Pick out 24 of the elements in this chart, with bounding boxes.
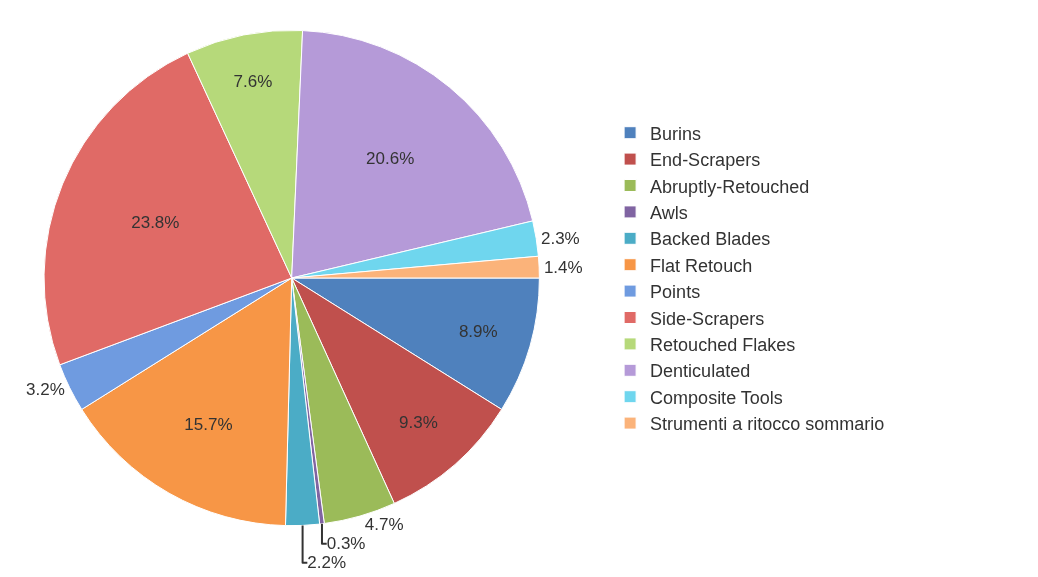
data-label: 1.4%: [543, 257, 583, 277]
legend-label: Strumenti a ritocco sommario: [650, 414, 885, 435]
legend-label: Abruptly-Retouched: [650, 176, 810, 197]
legend-label: Side-Scrapers: [650, 308, 765, 329]
legend-label: Backed Blades: [650, 229, 771, 250]
legend-label: Retouched Flakes: [650, 334, 796, 355]
data-label: 7.6%: [233, 71, 273, 91]
legend-label: End-Scrapers: [650, 150, 761, 171]
data-label: 2.2%: [307, 553, 347, 573]
data-label: 9.3%: [399, 413, 438, 433]
data-label: 2.3%: [540, 228, 580, 248]
legend-label: Flat Retouch: [650, 255, 753, 276]
data-label: 8.9%: [458, 322, 498, 342]
data-label: 23.8%: [131, 212, 180, 232]
data-label: 0.3%: [326, 534, 366, 554]
legend-label: Composite Tools: [650, 387, 783, 408]
legend-label: Points: [650, 282, 701, 303]
data-label: 3.2%: [26, 380, 65, 400]
data-label: 20.6%: [366, 149, 415, 169]
legend-label: Awls: [650, 202, 688, 223]
legend-label: Burins: [650, 123, 702, 144]
data-label: 15.7%: [184, 414, 233, 434]
legend-label: Denticulated: [650, 361, 751, 382]
data-label: 4.7%: [364, 515, 404, 535]
